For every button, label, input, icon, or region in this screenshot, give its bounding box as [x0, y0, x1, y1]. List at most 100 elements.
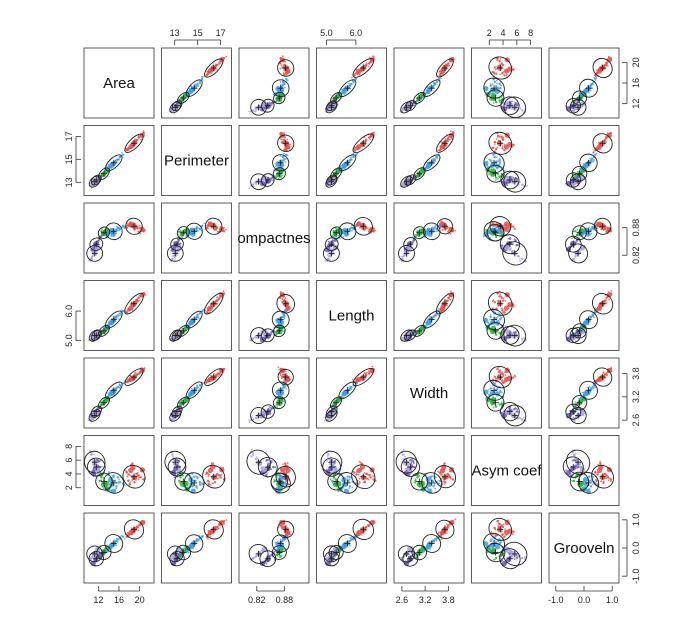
data-point	[285, 158, 287, 160]
data-point	[270, 409, 272, 411]
data-point	[403, 339, 405, 342]
data-point	[90, 187, 93, 190]
data-point	[118, 229, 121, 232]
data-point	[206, 306, 209, 309]
panel-frame	[471, 47, 542, 119]
data-point	[225, 55, 228, 58]
panel-marks	[399, 56, 456, 114]
data-point	[439, 308, 442, 311]
cluster-ellipse	[98, 396, 110, 409]
cluster-ellipse	[203, 292, 224, 315]
data-point	[324, 259, 327, 262]
data-point	[503, 309, 506, 312]
data-point	[126, 224, 129, 227]
panel-frame	[316, 357, 387, 429]
data-point	[352, 152, 355, 155]
data-point	[196, 316, 199, 319]
data-point	[282, 295, 285, 298]
data-point	[500, 401, 503, 404]
data-point	[503, 224, 506, 226]
data-point	[425, 326, 428, 328]
cluster-ellipse	[503, 324, 527, 347]
data-point	[493, 331, 495, 334]
cluster-ellipse	[487, 291, 513, 316]
data-point	[210, 374, 213, 377]
data-point	[126, 378, 129, 381]
data-point	[351, 76, 353, 79]
data-point	[439, 224, 441, 226]
data-point	[204, 309, 207, 312]
cluster-ellipse	[329, 226, 343, 239]
data-point	[401, 336, 404, 339]
data-point	[195, 229, 198, 232]
data-point	[206, 73, 208, 76]
data-point	[259, 104, 262, 107]
data-point	[444, 146, 447, 148]
data-point	[501, 135, 503, 138]
data-point	[207, 221, 210, 224]
data-point	[253, 110, 256, 113]
data-point	[143, 367, 146, 369]
data-point	[493, 72, 495, 74]
data-point	[448, 296, 451, 299]
data-point	[438, 307, 440, 310]
cluster-ellipse	[88, 175, 101, 188]
data-point	[92, 185, 95, 187]
data-point	[349, 385, 351, 388]
data-point	[278, 393, 281, 396]
data-point	[428, 91, 431, 93]
data-point	[183, 95, 186, 98]
data-point	[493, 143, 496, 146]
data-point	[275, 174, 279, 178]
data-point	[589, 157, 591, 160]
data-point	[329, 258, 331, 261]
cluster-ellipse	[338, 381, 357, 400]
data-point	[499, 73, 502, 76]
data-point	[419, 93, 422, 96]
data-point	[341, 90, 343, 93]
data-point	[138, 226, 141, 229]
data-point	[275, 98, 279, 102]
data-point	[120, 309, 122, 312]
panel-frame	[161, 357, 232, 429]
data-point	[179, 244, 182, 246]
cluster-ellipse	[170, 237, 184, 251]
data-point	[503, 149, 506, 152]
data-point	[489, 392, 492, 395]
data-point	[492, 146, 495, 149]
data-point	[580, 169, 583, 172]
data-point	[450, 227, 453, 230]
data-point	[262, 104, 265, 106]
data-point	[590, 232, 593, 235]
data-point	[143, 291, 145, 294]
data-point	[482, 235, 485, 238]
data-point	[287, 79, 289, 81]
data-point	[177, 412, 180, 415]
data-point	[493, 80, 496, 84]
data-point	[280, 141, 283, 144]
data-point	[281, 301, 284, 304]
data-point	[498, 332, 501, 335]
data-point	[495, 57, 498, 60]
data-point	[177, 239, 180, 242]
data-point	[514, 239, 517, 242]
cluster-ellipse	[483, 221, 505, 242]
data-point	[118, 158, 121, 161]
panel-frame	[83, 357, 155, 429]
cluster-ellipse	[422, 222, 441, 241]
data-point	[186, 401, 189, 403]
data-point	[505, 74, 508, 77]
data-point	[188, 320, 194, 326]
cluster-ellipse	[413, 92, 426, 104]
panel-area-vs-perimeter	[161, 47, 232, 119]
data-point	[426, 323, 429, 325]
data-point	[207, 307, 211, 310]
data-point	[521, 257, 524, 261]
data-point	[256, 336, 258, 339]
data-point	[586, 227, 588, 230]
data-point	[429, 163, 431, 166]
data-point	[450, 136, 453, 139]
cluster-ellipse	[176, 396, 190, 410]
data-point	[499, 318, 502, 321]
data-point	[214, 228, 216, 231]
